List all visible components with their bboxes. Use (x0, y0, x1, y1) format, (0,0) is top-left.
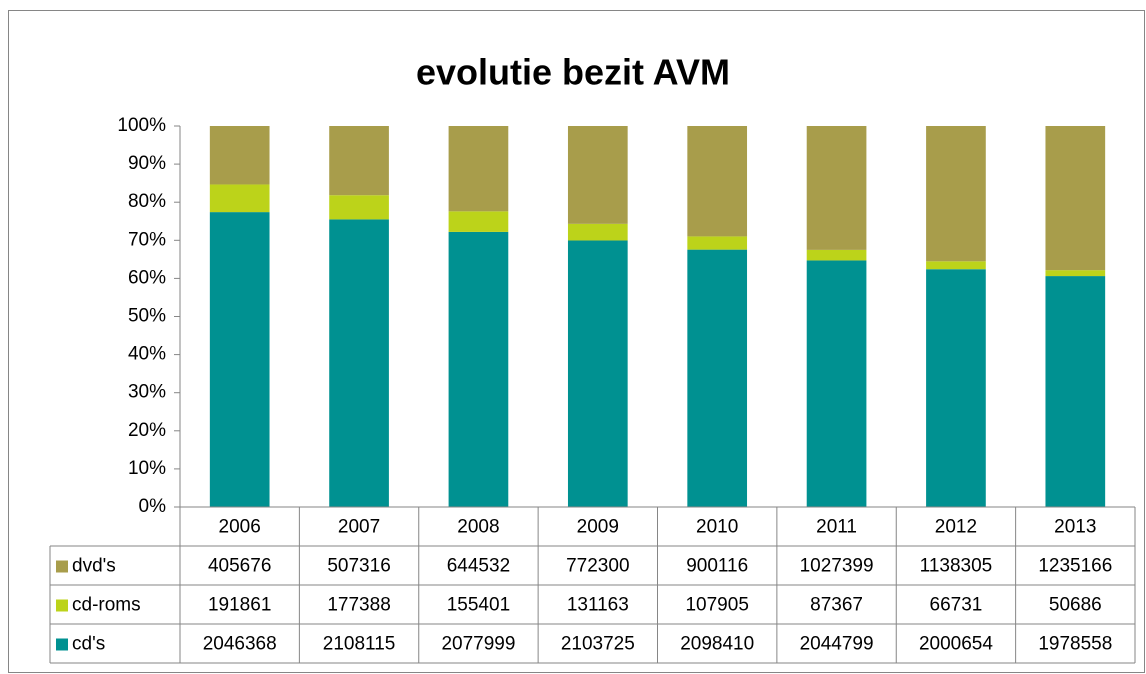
x-tick-label: 2013 (1054, 517, 1096, 538)
bar-segment (1045, 276, 1106, 507)
y-tick-label: 100% (117, 115, 166, 136)
table-value: 2108115 (323, 634, 396, 655)
table-value: 2000654 (919, 634, 993, 655)
bar-segment (687, 249, 748, 507)
table-value: 2044799 (800, 634, 874, 655)
table-value: 2098410 (680, 634, 754, 655)
bar-segment (329, 219, 389, 507)
y-tick-label: 70% (128, 229, 166, 250)
y-tick-label: 20% (128, 420, 166, 441)
legend-label: cd-roms (72, 595, 141, 616)
x-tick-label: 2009 (577, 517, 619, 538)
y-tick-label: 30% (128, 382, 166, 403)
table-value: 644532 (447, 556, 510, 577)
bar-segment (926, 126, 986, 262)
legend-marker (56, 638, 68, 651)
table-value: 772300 (566, 556, 629, 577)
bar-segment (1045, 126, 1106, 271)
bar-segment (567, 240, 628, 507)
table-value: 900116 (686, 556, 748, 577)
legend-label: cd's (72, 634, 105, 655)
y-tick-label: 60% (128, 267, 166, 288)
bar-segment (1045, 270, 1106, 277)
table-value: 66731 (930, 595, 983, 616)
bar-segment (806, 126, 867, 250)
table-value: 1138305 (920, 556, 993, 577)
legend-marker (56, 560, 68, 573)
table-value: 107905 (685, 595, 748, 616)
legend-label: dvd's (72, 556, 116, 577)
bar-segment (806, 260, 867, 507)
table-value: 2103725 (561, 634, 635, 655)
bar-segment (329, 126, 389, 196)
table-value: 50686 (1049, 595, 1102, 616)
table-value: 405676 (208, 556, 271, 577)
bar-segment (209, 126, 270, 185)
bar-segment (567, 126, 628, 224)
bar-segment (448, 126, 509, 212)
bar-segment (209, 212, 270, 507)
bar-segment (448, 231, 509, 507)
bar-segment (448, 211, 509, 232)
x-tick-label: 2012 (935, 517, 977, 538)
table-value: 177388 (327, 595, 390, 616)
bar-segment (687, 236, 748, 250)
y-tick-label: 0% (139, 496, 167, 517)
table-value: 1235166 (1038, 556, 1112, 577)
table-value: 2077999 (441, 634, 515, 655)
bar-segment (567, 223, 628, 241)
bar-segment (687, 126, 748, 237)
bar-segment (209, 184, 270, 213)
table-value: 155401 (447, 595, 510, 616)
y-tick-label: 80% (128, 191, 166, 212)
table-value: 131163 (567, 595, 629, 616)
y-tick-label: 50% (128, 306, 166, 327)
x-tick-label: 2011 (816, 517, 857, 538)
table-value: 191861 (208, 595, 271, 616)
bar-segment (806, 249, 867, 261)
chart-title: evolutie bezit AVM (416, 52, 730, 93)
table-value: 507316 (327, 556, 390, 577)
table-value: 87367 (810, 595, 863, 616)
bar-segment (926, 261, 986, 270)
x-tick-label: 2006 (219, 517, 261, 538)
y-tick-label: 10% (128, 458, 166, 479)
x-tick-label: 2010 (696, 517, 738, 538)
x-tick-label: 2007 (338, 517, 380, 538)
table-value: 1978558 (1038, 634, 1112, 655)
table-value: 1027399 (800, 556, 874, 577)
table-value: 2046368 (203, 634, 277, 655)
y-tick-label: 90% (128, 153, 166, 174)
bar-segment (329, 195, 389, 220)
y-tick-label: 40% (128, 344, 166, 365)
bar-segment (926, 269, 986, 507)
x-tick-label: 2008 (457, 517, 499, 538)
legend-marker (56, 599, 68, 612)
